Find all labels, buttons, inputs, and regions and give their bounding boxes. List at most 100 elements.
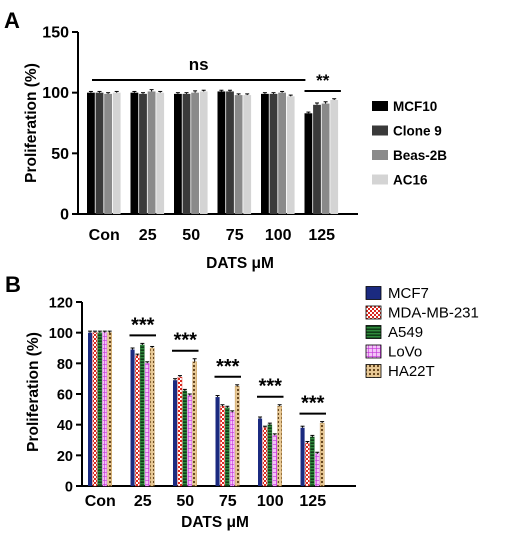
bar-ac16-125	[330, 99, 339, 214]
legend-swatch	[365, 325, 382, 339]
bar-a549-50	[182, 390, 188, 487]
bar-mcf7-100	[258, 418, 263, 486]
x-tick-label: 125	[299, 493, 326, 510]
bar-ac16-100	[286, 96, 295, 214]
bar-lovo-75	[229, 412, 235, 487]
significance-label: ns	[189, 55, 209, 74]
bar-ac16-75	[243, 95, 252, 214]
bar-mcf10-75	[217, 91, 226, 214]
y-tick-label: 20	[57, 449, 73, 465]
bar-mcf10-125	[304, 113, 313, 214]
legend-swatch	[365, 305, 382, 320]
legend-swatch	[365, 286, 382, 300]
y-tick-label: 150	[42, 25, 69, 42]
bar-ha22t-75	[234, 386, 240, 487]
panel-a: A 0 50 100 150 Proliferation (%) Con 25 50 75 100 1…	[4, 8, 447, 272]
bar-mcf7-75	[215, 397, 220, 486]
y-tick-label: 0	[65, 480, 73, 496]
panel-letter: A	[4, 8, 20, 33]
x-axis-label: DATS μM	[181, 514, 249, 531]
bar-lovo-125	[315, 453, 320, 487]
panel-letter: B	[5, 272, 21, 297]
bar-ac16-50	[199, 91, 208, 214]
bar-clone-9-Con	[95, 92, 104, 214]
y-tick-label: 50	[51, 146, 69, 163]
bar-mda-mb-231-Con	[92, 332, 98, 487]
y-tick-label: 60	[57, 388, 73, 404]
bar-lovo-100	[272, 435, 278, 487]
bar-mcf7-125	[300, 427, 305, 486]
bar-a549-Con	[97, 332, 103, 487]
bar-mcf7-50	[173, 380, 178, 486]
bar-clone-9-25	[139, 93, 147, 214]
y-tick-label: 40	[57, 418, 73, 434]
bar-ha22t-100	[277, 406, 282, 487]
legend-label: MCF7	[388, 285, 429, 302]
legend-label: AC16	[393, 173, 428, 188]
x-tick-label: Con	[89, 227, 120, 244]
legend-label: HA22T	[388, 363, 435, 380]
legend-label: Beas-2B	[393, 148, 447, 163]
bar-clone-9-75	[226, 91, 234, 214]
x-axis-label: DATS μM	[206, 255, 274, 272]
bar-beas-2b-75	[234, 95, 243, 214]
x-tick-label: 50	[182, 227, 200, 244]
significance-label: ***	[259, 376, 283, 398]
bar-lovo-50	[187, 395, 192, 487]
y-tick-label: 0	[60, 207, 69, 224]
y-tick-label: 100	[49, 326, 73, 342]
legend-swatch	[372, 150, 388, 160]
bar-beas-2b-Con	[104, 93, 112, 214]
significance-label: ***	[131, 314, 155, 336]
bar-ac16-Con	[112, 92, 121, 214]
y-axis-label: Proliferation (%)	[25, 332, 42, 452]
bar-mcf7-25	[130, 349, 135, 486]
legend-swatch	[372, 174, 388, 185]
bar-mcf10-100	[261, 93, 269, 214]
bar-mda-mb-231-50	[177, 376, 183, 487]
panel-b: B 0 20 40 60 80 100 120 Proliferation (%) Con 25 50…	[5, 272, 479, 531]
x-tick-label: 75	[219, 493, 237, 510]
bar-a549-100	[267, 424, 273, 487]
bar-beas-2b-125	[321, 103, 330, 214]
legend-swatch	[365, 344, 382, 359]
bar-mcf10-Con	[87, 92, 95, 214]
bar-ac16-25	[156, 92, 165, 214]
legend-swatch	[372, 125, 388, 136]
x-tick-label: 25	[134, 493, 152, 510]
y-tick-label: 80	[57, 357, 73, 373]
bar-ha22t-Con	[107, 332, 112, 487]
x-tick-label: 100	[257, 493, 284, 510]
y-tick-label: 100	[42, 85, 69, 102]
bar-beas-2b-100	[278, 92, 286, 214]
significance-label: ***	[301, 393, 325, 415]
legend-label: Clone 9	[393, 124, 442, 139]
x-tick-label: 75	[226, 227, 244, 244]
bar-ha22t-25	[149, 347, 155, 487]
x-tick-label: Con	[85, 493, 116, 510]
y-tick-label: 120	[49, 296, 73, 312]
bar-ha22t-125	[319, 422, 325, 487]
x-tick-label: 50	[176, 493, 194, 510]
legend-swatch	[365, 364, 382, 378]
bar-clone-9-125	[313, 104, 321, 214]
bar-beas-2b-25	[147, 91, 156, 214]
bar-lovo-25	[144, 363, 150, 487]
bar-clone-9-100	[269, 93, 278, 214]
bar-mda-mb-231-125	[305, 442, 310, 487]
legend-swatch	[372, 101, 388, 111]
bar-mda-mb-231-75	[220, 406, 225, 487]
bar-lovo-Con	[102, 332, 107, 487]
x-tick-label: 25	[139, 227, 157, 244]
bar-a549-25	[140, 344, 145, 487]
bar-a549-75	[225, 407, 230, 487]
bar-mda-mb-231-100	[262, 427, 268, 487]
bar-mda-mb-231-25	[135, 355, 140, 487]
significance-label: ***	[216, 356, 240, 378]
significance-label: ***	[174, 330, 198, 352]
bar-beas-2b-50	[191, 92, 199, 214]
bar-ha22t-50	[192, 361, 197, 487]
y-axis-label: Proliferation (%)	[23, 63, 40, 183]
significance-label: **	[316, 71, 330, 90]
